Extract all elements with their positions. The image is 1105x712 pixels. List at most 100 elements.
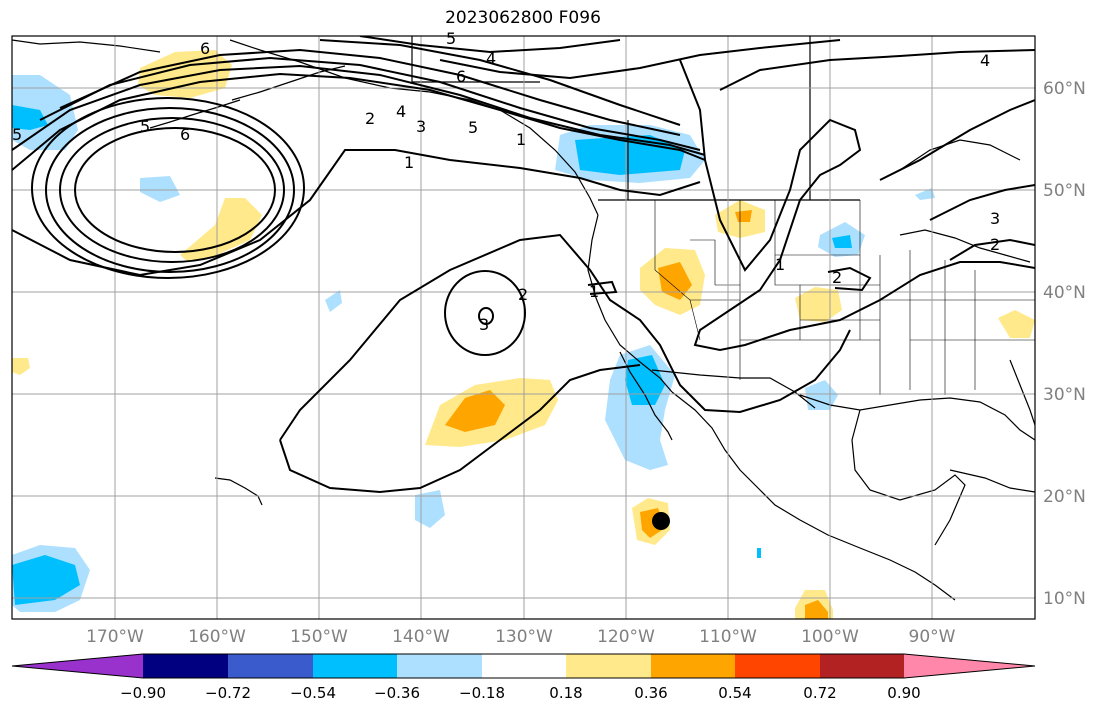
contour-label: 3 <box>416 117 426 136</box>
blue-ne <box>915 188 935 200</box>
bering-coast <box>12 39 161 53</box>
lon-tick: 150°W <box>290 627 348 647</box>
mexico-west-coast <box>671 391 956 601</box>
lat-tick: 50°N <box>1043 181 1086 201</box>
lon-tick: 110°W <box>699 627 757 647</box>
colorbar-tick: −0.36 <box>374 684 420 702</box>
colorbar-extend-high <box>904 654 1035 678</box>
colorbar-tick: 0.18 <box>549 684 582 702</box>
great-lakes <box>899 229 1031 263</box>
yellow-aleutian-north <box>138 50 232 98</box>
colorbar-bin <box>143 654 228 678</box>
contour-label: 6 <box>456 67 466 86</box>
contour-label: 3 <box>990 209 1000 228</box>
colorbar-tick: −0.72 <box>205 684 251 702</box>
lon-tick: 160°W <box>188 627 246 647</box>
contour-east-2 <box>879 99 1035 181</box>
state-borders <box>654 200 1035 395</box>
florida <box>1009 359 1035 426</box>
contour-2-subtropical <box>279 233 851 441</box>
colorbar-tick: −0.90 <box>120 684 166 702</box>
contour-1-main <box>12 149 701 277</box>
baja <box>619 351 673 441</box>
map-border <box>11 35 1036 620</box>
colorbar-tick: 0.54 <box>718 684 751 702</box>
lat-tick: 40°N <box>1043 283 1086 303</box>
blue-southwest-core <box>12 555 80 605</box>
contour-label: 4 <box>396 102 406 121</box>
contour-3-jet <box>12 64 706 156</box>
orange-subtropical <box>445 390 505 432</box>
yellow-southeast <box>998 310 1035 338</box>
lat-tick-labels: 60°N 50°N 40°N 30°N 20°N 10°N <box>1043 79 1086 609</box>
anomaly-shading <box>12 50 1035 619</box>
blue-south-pacific <box>415 490 445 528</box>
contour-6-jet <box>319 39 681 126</box>
contour-label: 5 <box>446 29 456 48</box>
mexico-gulf <box>851 409 966 546</box>
contour-label: 2 <box>990 235 1000 254</box>
low-ring-3 <box>45 107 295 273</box>
contour-5-jet <box>59 48 681 136</box>
lon-tick: 120°W <box>597 627 655 647</box>
low-ring-4 <box>31 97 305 279</box>
high-ring-3 <box>478 307 494 325</box>
colorbar-bin <box>566 654 651 678</box>
blue-dakota-core <box>832 235 852 248</box>
contour-label: 6 <box>200 39 210 58</box>
contour-labels: 6 5 4 6 5 2 4 3 1 4 5 6 1 2 3 1 1 2 3 2 … <box>12 29 1000 334</box>
contour-2-plains <box>827 266 872 292</box>
contour-1-inland <box>587 280 618 295</box>
hudson <box>899 139 1021 171</box>
contour-east <box>719 49 1035 91</box>
colorbar-bin <box>735 654 820 678</box>
high-ring-2 <box>444 270 526 356</box>
blue-dot-small <box>757 548 761 558</box>
contour-label: 5 <box>12 125 22 144</box>
blue-small-pacific-2 <box>325 290 342 312</box>
contour-label: 1 <box>589 282 599 301</box>
orange-south <box>805 600 828 619</box>
coastlines <box>12 36 1035 601</box>
blue-core-west-edge <box>12 105 48 130</box>
colorbar-tick: 0.90 <box>887 684 920 702</box>
contour-label: 4 <box>980 51 990 70</box>
lat-tick: 60°N <box>1043 79 1086 99</box>
contour-label: 2 <box>832 268 842 287</box>
blue-baja-core <box>625 355 665 405</box>
colorbar-tick: 0.72 <box>803 684 836 702</box>
blue-core-gulf-alaska <box>575 135 685 175</box>
us-west-coast <box>587 214 673 393</box>
hawaii <box>214 477 263 506</box>
contour-label: 1 <box>516 130 526 149</box>
yellow-pacific-central <box>180 198 262 262</box>
contour-east-4 <box>949 238 1035 261</box>
colorbar-bin <box>313 654 397 678</box>
contour-label: 5 <box>140 117 150 136</box>
gulf-coast <box>799 394 1035 441</box>
lon-tick: 140°W <box>392 627 450 647</box>
contour-2-south <box>279 364 641 494</box>
contour-label: 3 <box>479 315 489 334</box>
cuba <box>949 469 1035 493</box>
contour-label: 2 <box>365 109 375 128</box>
colorbar-tick: −0.18 <box>459 684 505 702</box>
contour-label: 6 <box>180 125 190 144</box>
contour-label: 1 <box>775 255 785 274</box>
lon-tick: 130°W <box>495 627 553 647</box>
contour-east-3 <box>929 184 1035 221</box>
lat-lon-grid <box>12 36 1035 619</box>
contour-ridge <box>679 59 1035 352</box>
yellow-west-edge <box>12 358 30 375</box>
colorbar-bin <box>397 654 482 678</box>
lon-tick: 90°W <box>909 627 956 647</box>
lon-tick-labels: 170°W 160°W 150°W 140°W 130°W 120°W 110°… <box>86 627 956 647</box>
contour-label: 2 <box>518 285 528 304</box>
colorbar-bin <box>228 654 313 678</box>
low-ring-2 <box>59 117 285 263</box>
contour-label: 4 <box>486 49 496 68</box>
colorbar-bin <box>482 654 566 678</box>
contour-4-jet <box>39 56 701 151</box>
lon-tick: 170°W <box>86 627 144 647</box>
